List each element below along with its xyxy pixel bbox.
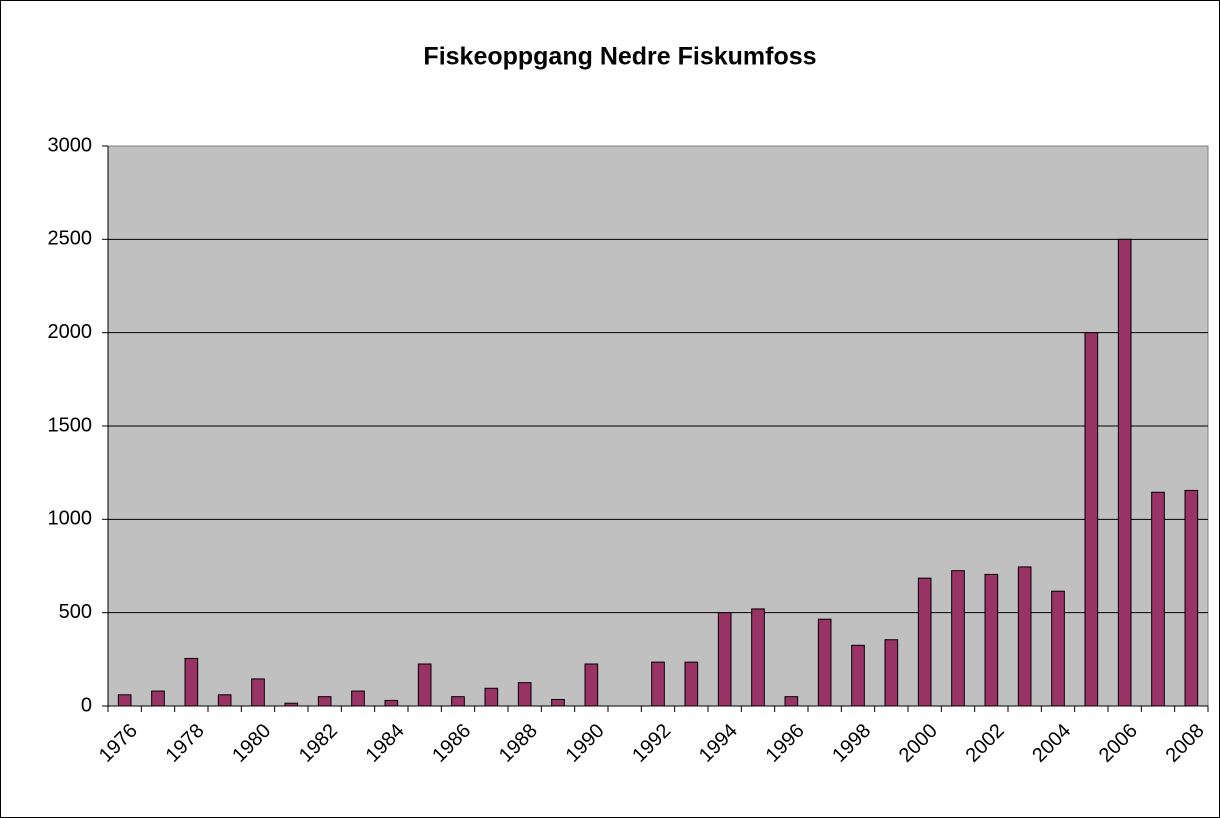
bar [417,663,432,707]
y-tick-label: 1000 [48,508,93,530]
bar [584,663,599,707]
bar [917,577,932,707]
bar [817,618,832,707]
bar [1184,489,1199,707]
bar [684,661,699,707]
y-tick-label: 2000 [48,321,93,343]
bar [551,698,565,707]
bar [1117,238,1132,707]
bar [717,612,732,707]
bar [284,702,299,707]
bar [984,573,999,707]
chart-title: Fiskeoppgang Nedre Fiskumfoss [423,43,816,71]
bar [851,644,865,707]
bar [251,678,265,707]
bar [884,639,899,707]
bar [1151,491,1165,707]
bar [151,690,165,707]
bar [1084,332,1099,707]
bar [1051,590,1065,707]
bar [784,696,799,707]
bar [317,696,332,707]
y-tick-label: 500 [59,601,92,623]
bar [751,608,765,707]
y-tick-label: 1500 [48,414,93,436]
bar [484,687,499,707]
bar [117,694,132,707]
y-tick-label: 0 [81,694,92,716]
bar [651,661,665,707]
bar [351,690,365,707]
bar [1017,566,1032,707]
bar [517,682,532,707]
bar [451,696,465,707]
y-tick-label: 3000 [48,134,93,156]
y-tick-label: 2500 [48,228,93,250]
bar [217,694,232,707]
bar [384,699,399,707]
bar [951,570,965,707]
bar [184,657,199,707]
